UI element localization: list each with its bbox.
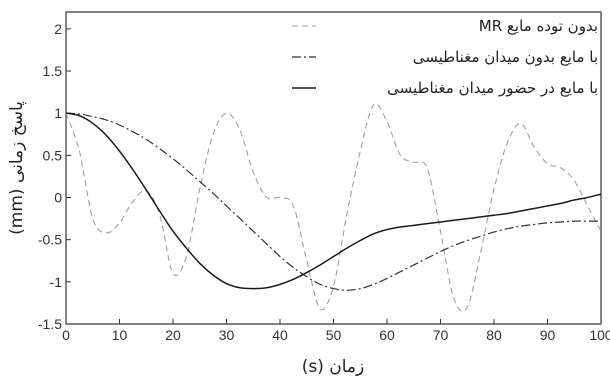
x-tick-label: 60 <box>379 327 395 343</box>
y-tick-label: -0.5 <box>38 232 62 248</box>
series-line-2 <box>65 112 601 291</box>
x-axis-label: زمان (s) <box>302 357 365 377</box>
y-tick-label: 1 <box>54 105 62 121</box>
legend: بدون توده مایع MR با مایع بدون میدان مغنا… <box>292 17 598 97</box>
x-tick-label: 40 <box>272 327 288 343</box>
x-tick-label: 50 <box>326 327 342 343</box>
y-tick-label: -1.5 <box>38 316 62 332</box>
y-tick-label: 0.5 <box>43 147 63 163</box>
y-tick-label: 0 <box>54 190 62 206</box>
x-tick-label: 100 <box>589 327 610 343</box>
x-tick-label: 20 <box>165 327 181 343</box>
x-tick-label: 70 <box>433 327 449 343</box>
x-tick-label: 10 <box>112 327 128 343</box>
legend-label-2: با مایع بدون میدان مغناطیسی <box>413 48 598 66</box>
y-tick-label: 2 <box>54 21 62 37</box>
legend-label-1: بدون توده مایع MR <box>479 17 598 35</box>
x-tick-label: 0 <box>62 327 70 343</box>
x-tick-label: 80 <box>486 327 502 343</box>
axis-ticks: 0 10 20 30 40 50 60 70 80 90 100 -1.5 -1 -0.5 0 0.5 1 1.5… <box>38 21 610 343</box>
legend-label-3: با مایع در حضور میدان مغناطیسی <box>387 79 598 97</box>
series-lines <box>65 103 602 312</box>
x-tick-label: 30 <box>219 327 235 343</box>
series-line-1 <box>65 103 602 312</box>
series-line-3 <box>65 112 602 290</box>
y-axis-label: پاسخ زمانی (mm) <box>7 101 27 235</box>
x-tick-label: 90 <box>540 327 556 343</box>
y-tick-label: -1 <box>50 274 63 290</box>
y-tick-label: 1.5 <box>43 63 63 79</box>
